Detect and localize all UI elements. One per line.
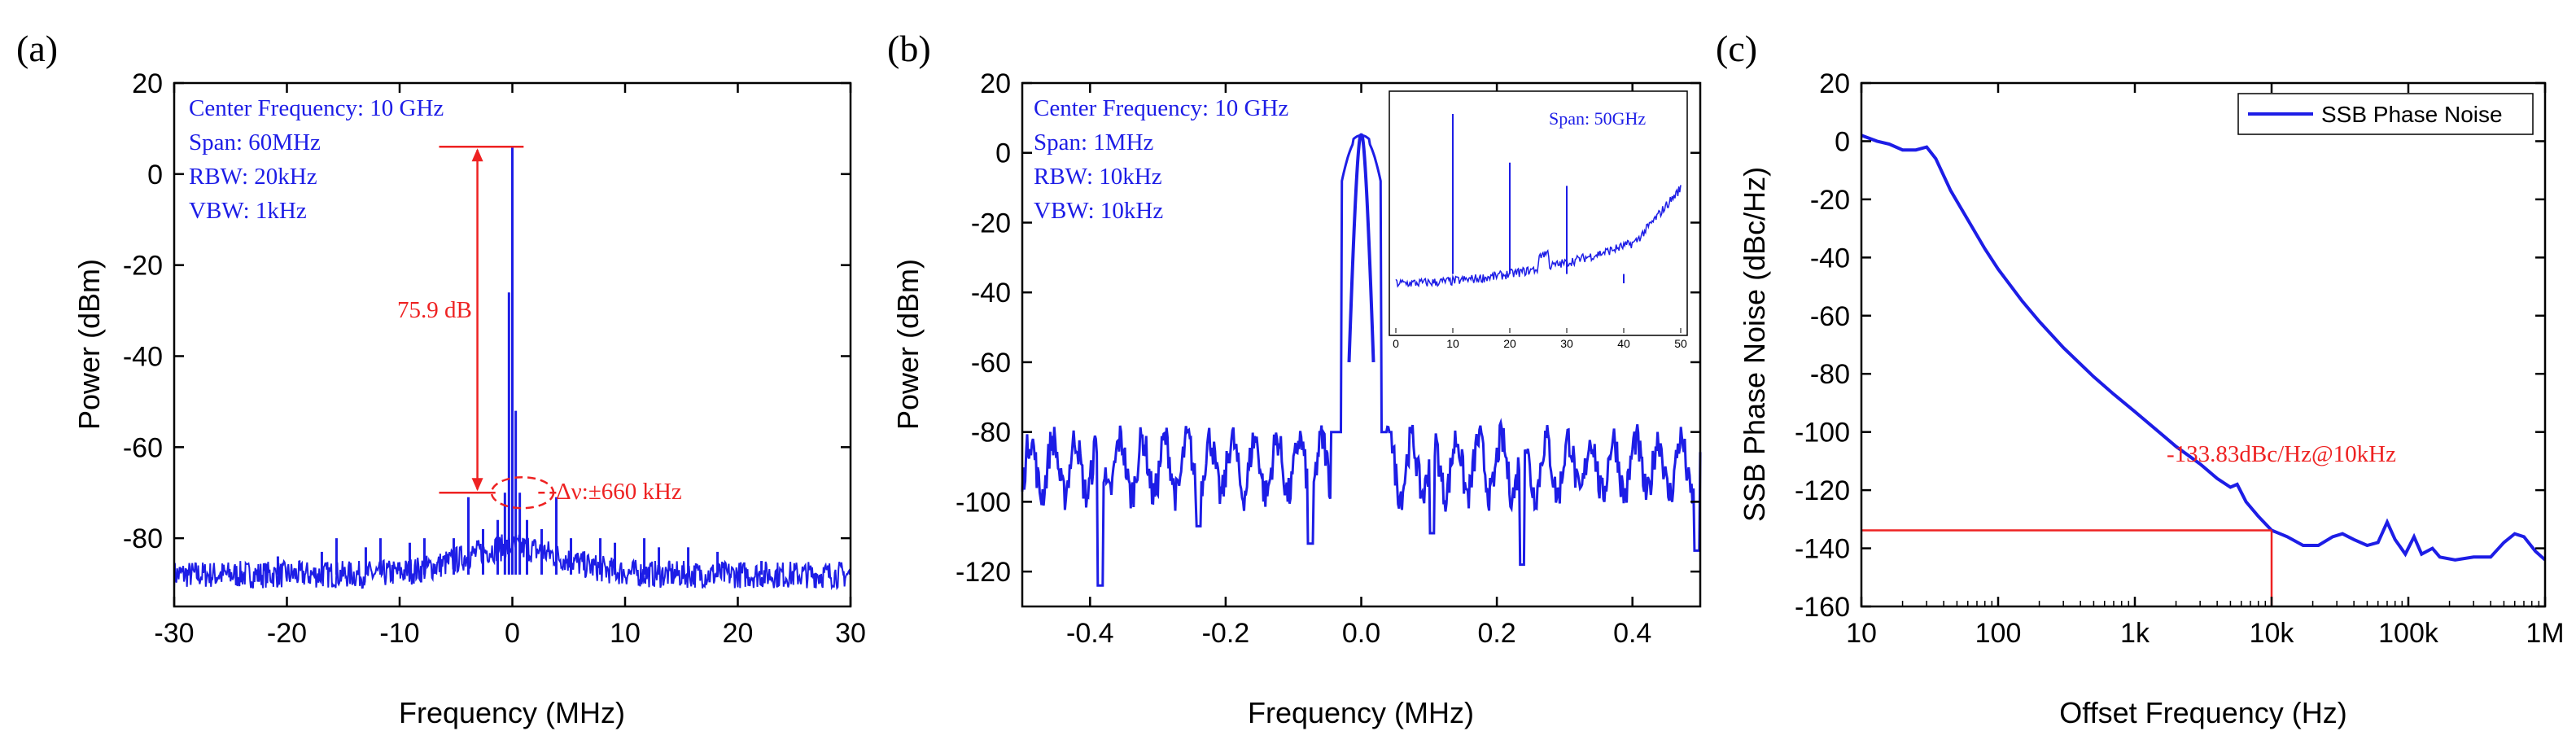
difference-arrow-head-bottom <box>471 478 483 492</box>
inset-label: Span: 50GHz <box>1549 108 1646 129</box>
panel-a-info-rbw: RBW: 20kHz <box>189 164 317 190</box>
legend: SSB Phase Noise <box>2237 93 2534 135</box>
y-tick-label: 0 <box>995 138 1011 169</box>
y-tick-label: -20 <box>123 251 163 282</box>
difference-arrow-head-top <box>471 148 483 162</box>
panel-a-data <box>173 147 851 591</box>
y-tick-label: -100 <box>956 487 1011 518</box>
y-tick-label: -60 <box>123 432 163 463</box>
x-tick-label: -20 <box>267 618 307 649</box>
y-tick-label: -80 <box>971 418 1011 449</box>
phase-noise-marker-label: -133.83dBc/Hz@10kHz <box>2167 441 2396 467</box>
panel-b-info-rbw: RBW: 10kHz <box>1034 164 1162 190</box>
panel-a-annotations <box>439 146 558 510</box>
panel-c-data <box>1861 134 2547 606</box>
y-tick-label: 0 <box>147 160 163 190</box>
x-tick-label: 100 <box>1975 618 2022 649</box>
panel-c-frame <box>1860 81 2547 608</box>
inset-tick-label: 20 <box>1503 337 1516 350</box>
carrier-peak <box>1347 133 1375 363</box>
inset-tick-label: 0 <box>1393 337 1399 350</box>
panel-b-info-center: Center Frequency: 10 GHz <box>1034 95 1288 121</box>
panel-a-info-vbw: VBW: 1kHz <box>189 198 307 224</box>
x-tick-label: -30 <box>154 618 194 649</box>
y-tick-label: -40 <box>1810 243 1850 274</box>
x-tick-label: 30 <box>835 618 866 649</box>
panel-c: (c) 10 100 1k 10k 100k 1M 20 0 -20 -40 -60 -80 -100 -… <box>1716 28 2565 729</box>
panel-b-info-span: Span: 1MHz <box>1034 129 1154 155</box>
x-tick-label: -10 <box>379 618 419 649</box>
y-tick-label: 20 <box>980 68 1011 99</box>
y-tick-label: 0 <box>1835 126 1850 157</box>
x-tick-label: 0 <box>505 618 520 649</box>
x-tick-label: 10 <box>610 618 641 649</box>
panel-c-ylabel: SSB Phase Noise (dBc/Hz) <box>1738 167 1771 522</box>
x-tick-label: 10k <box>2250 618 2295 649</box>
difference-label: 75.9 dB <box>397 297 472 323</box>
y-tick-label: 20 <box>132 68 163 99</box>
inset-tick-label: 50 <box>1674 337 1687 350</box>
panel-b-label: (b) <box>887 28 931 69</box>
panel-b-xlabel: Frequency (MHz) <box>1248 696 1474 729</box>
x-tick-label: 0.4 <box>1613 618 1651 649</box>
inset-frame <box>1389 90 1688 336</box>
x-tick-label: 100k <box>2378 618 2439 649</box>
panel-c-label: (c) <box>1716 28 1757 69</box>
y-tick-label: -20 <box>971 208 1011 239</box>
x-tick-label: 0.0 <box>1342 618 1380 649</box>
y-tick-label: -40 <box>123 341 163 372</box>
panel-b-data <box>1021 133 1702 587</box>
panel-b: (b) -0.4 -0.2 0.0 0.2 0.4 20 0 -20 -40 -60 -80 -100… <box>887 28 1702 729</box>
panel-a-info-span: Span: 60MHz <box>189 129 321 155</box>
x-tick-label: 1k <box>2120 618 2150 649</box>
legend-label: SSB Phase Noise <box>2321 102 2503 127</box>
x-tick-label: -0.4 <box>1066 618 1114 649</box>
panel-a-ylabel: Power (dBm) <box>72 259 106 430</box>
x-tick-label: -0.2 <box>1202 618 1250 649</box>
inset: 0 10 20 30 40 50 Span: 50GHz <box>1389 90 1688 350</box>
y-tick-label: -120 <box>1795 475 1850 506</box>
inset-tick-label: 30 <box>1560 337 1573 350</box>
x-tick-label: 10 <box>1846 618 1877 649</box>
inset-tick-label: 40 <box>1617 337 1630 350</box>
y-tick-label: -60 <box>971 348 1011 379</box>
y-tick-label: -80 <box>123 523 163 554</box>
y-tick-label: -20 <box>1810 185 1850 216</box>
y-tick-label: 20 <box>1819 68 1850 99</box>
panel-a-info-center: Center Frequency: 10 GHz <box>189 95 444 121</box>
panel-b-info-vbw: VBW: 10kHz <box>1034 198 1163 224</box>
panel-a-axes: -30 -20 -10 0 10 20 30 20 0 -20 -40 -60 -80 <box>123 68 866 649</box>
panel-a-xlabel: Frequency (MHz) <box>399 696 625 729</box>
inset-trace <box>1395 185 1682 288</box>
inset-tick-label: 10 <box>1446 337 1459 350</box>
y-tick-label: -160 <box>1795 592 1850 623</box>
y-tick-label: -100 <box>1795 418 1850 449</box>
panel-c-xlabel: Offset Frequency (Hz) <box>2059 696 2346 729</box>
x-tick-label: 1M <box>2526 618 2564 649</box>
panel-b-ylabel: Power (dBm) <box>891 259 925 430</box>
y-tick-label: -40 <box>971 278 1011 309</box>
y-tick-label: -60 <box>1810 301 1850 332</box>
panel-a: (a) -30 -20 -10 0 10 20 30 20 0 -20 -40 -60 -80 Cent… <box>16 28 866 729</box>
x-tick-label: 20 <box>723 618 754 649</box>
inset-data: 0 10 20 30 40 50 <box>1393 113 1687 350</box>
x-tick-label: 0.2 <box>1477 618 1515 649</box>
linewidth-label: Δν:±660 kHz <box>556 479 682 505</box>
panel-a-label: (a) <box>16 28 58 69</box>
phase-noise-trace <box>1861 134 2547 562</box>
y-tick-label: -140 <box>1795 534 1850 565</box>
panel-b-axes: -0.4 -0.2 0.0 0.2 0.4 20 0 -20 -40 -60 -80 -100 -120 <box>956 68 1700 649</box>
y-tick-label: -120 <box>956 557 1011 588</box>
panel-c-axes: 10 100 1k 10k 100k 1M 20 0 -20 -40 -60 -80 -100 -120 -… <box>1795 68 2565 649</box>
y-tick-label: -80 <box>1810 359 1850 390</box>
